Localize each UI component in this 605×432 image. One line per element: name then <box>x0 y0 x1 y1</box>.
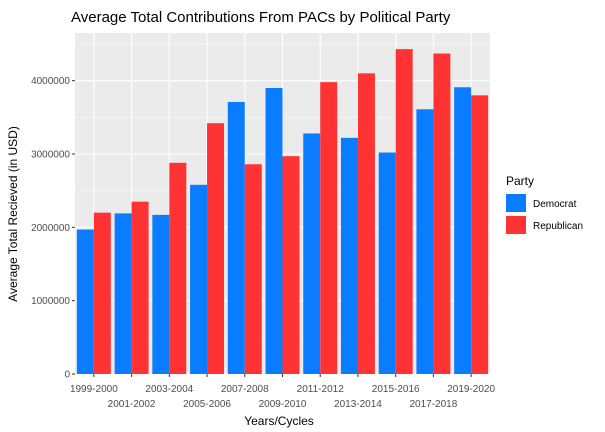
bar-republican-2005-2006 <box>207 123 225 374</box>
legend-key-democrat <box>506 194 526 212</box>
bar-republican-2019-2020 <box>471 95 489 374</box>
legend-label-republican: Republican <box>533 221 583 232</box>
x-tick-label: 1999-2000 <box>70 384 118 395</box>
y-tick-label: 3000000 <box>31 150 70 161</box>
x-tick-label: 2005-2006 <box>183 399 231 410</box>
bar-democrat-2017-2018 <box>416 109 434 375</box>
y-axis-title: Average Total Recieved (in USD) <box>6 126 20 302</box>
x-tick-label: 2011-2012 <box>297 384 345 395</box>
bar-republican-2013-2014 <box>357 73 375 374</box>
bar-republican-2001-2002 <box>131 201 149 374</box>
bar-democrat-2013-2014 <box>340 137 358 374</box>
bar-democrat-2001-2002 <box>114 213 132 374</box>
bar-republican-2007-2008 <box>244 164 262 374</box>
y-tick-label: 1000000 <box>31 296 70 307</box>
legend-key-republican <box>506 216 526 234</box>
x-tick-label: 2009-2010 <box>259 399 307 410</box>
chart-title: Average Total Contributions From PACs by… <box>71 9 451 26</box>
x-tick-label: 2013-2014 <box>334 399 382 410</box>
x-tick-label: 2019-2020 <box>447 384 495 395</box>
bar-democrat-2011-2012 <box>303 133 321 374</box>
bar-republican-2011-2012 <box>320 82 338 374</box>
y-tick-label: 2000000 <box>31 223 70 234</box>
x-tick-label: 2001-2002 <box>108 399 156 410</box>
bar-democrat-2003-2004 <box>152 214 170 374</box>
bar-republican-2017-2018 <box>433 53 451 375</box>
x-tick-label: 2017-2018 <box>409 399 457 410</box>
x-axis: 1999-2000 2001-2002 2003-2004 2005-2006 2007… <box>70 374 495 410</box>
bar-republican-2009-2010 <box>282 156 300 374</box>
x-tick-label: 2015-2016 <box>372 384 420 395</box>
y-tick-label: 4000000 <box>31 76 70 87</box>
bar-democrat-2005-2006 <box>190 184 208 374</box>
bar-democrat-2015-2016 <box>378 152 396 374</box>
x-tick-label: 2003-2004 <box>145 384 193 395</box>
x-axis-title: Years/Cycles <box>244 414 314 428</box>
legend-title: Party <box>506 174 534 188</box>
legend: Party Democrat Republican <box>506 174 583 234</box>
bars <box>76 49 489 375</box>
y-tick-label: 0 <box>64 370 70 381</box>
bar-republican-2015-2016 <box>395 49 413 375</box>
bar-democrat-2019-2020 <box>454 87 472 375</box>
legend-label-democrat: Democrat <box>533 199 577 210</box>
bar-democrat-2007-2008 <box>227 101 245 374</box>
bar-republican-2003-2004 <box>169 162 187 374</box>
bar-democrat-1999-2000 <box>76 229 94 374</box>
y-axis: 0 1000000 2000000 3000000 4000000 <box>31 76 75 381</box>
x-tick-label: 2007-2008 <box>221 384 269 395</box>
bar-republican-1999-2000 <box>93 212 111 374</box>
bar-democrat-2009-2010 <box>265 88 283 374</box>
